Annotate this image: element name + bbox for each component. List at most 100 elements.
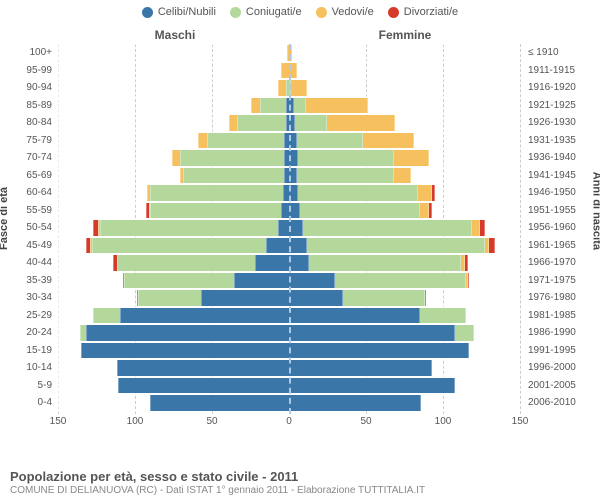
bar-female <box>289 185 435 201</box>
chart-title: Popolazione per età, sesso e stato civil… <box>10 469 590 484</box>
bar-female <box>289 168 411 184</box>
bar-female <box>289 220 485 236</box>
bar-segment <box>198 133 207 149</box>
y-left-label: 40-44 <box>26 254 52 272</box>
y-right-label: 1981-1985 <box>528 307 576 325</box>
bar-segment <box>234 273 289 289</box>
bar-female <box>289 98 368 114</box>
y-left-label: 25-29 <box>26 307 52 325</box>
bar-male <box>86 238 289 254</box>
y-right-label: 1991-1995 <box>528 342 576 360</box>
legend-item: Celibi/Nubili <box>142 6 216 18</box>
bar-segment <box>363 133 414 149</box>
bar-segment <box>327 115 395 131</box>
bar-segment <box>138 290 201 306</box>
bar-segment <box>335 273 466 289</box>
y-left-label: 85-89 <box>26 97 52 115</box>
bar-segment <box>289 360 432 376</box>
bar-segment <box>298 185 418 201</box>
x-axis: 15010050050100150 <box>58 414 520 432</box>
x-tick-label: 150 <box>512 416 529 427</box>
y-left-label: 30-34 <box>26 289 52 307</box>
bar-male <box>113 255 289 271</box>
bar-segment <box>480 220 485 236</box>
bar-female <box>289 203 432 219</box>
x-tick-label: 100 <box>127 416 144 427</box>
bar-segment <box>117 360 289 376</box>
bar-segment <box>100 220 279 236</box>
y-axis-title-right: Anni di nascita <box>590 172 600 250</box>
bar-segment <box>291 80 308 96</box>
center-divider <box>289 44 291 414</box>
bar-male <box>150 395 289 411</box>
y-right-label: 1976-1980 <box>528 289 576 307</box>
y-right-label: 1911-1915 <box>528 62 575 80</box>
bar-segment <box>289 255 309 271</box>
legend-label: Celibi/Nubili <box>158 6 216 18</box>
bar-segment <box>86 325 289 341</box>
y-left-label: 5-9 <box>38 377 52 395</box>
legend-dot-icon <box>316 7 327 18</box>
bar-segment <box>307 238 484 254</box>
y-right-label: 1921-1925 <box>528 97 576 115</box>
bar-segment <box>180 150 285 166</box>
legend-item: Divorziati/e <box>388 6 458 18</box>
chart-plot: 15010050050100150 <box>58 44 520 432</box>
bar-segment <box>429 203 432 219</box>
bar-segment <box>472 220 480 236</box>
bar-segment <box>297 168 394 184</box>
bar-segment <box>306 98 368 114</box>
y-right-label: 1931-1935 <box>528 132 576 150</box>
legend-dot-icon <box>230 7 241 18</box>
bar-segment <box>289 395 421 411</box>
bar-segment <box>295 115 327 131</box>
bar-segment <box>418 185 432 201</box>
y-right-label: 1946-1950 <box>528 184 576 202</box>
y-left-label: 55-59 <box>26 202 52 220</box>
bar-segment <box>289 343 469 359</box>
y-right-label: 1966-1970 <box>528 254 576 272</box>
bar-female <box>289 133 414 149</box>
y-right-label: 1916-1920 <box>528 79 576 97</box>
legend-item: Coniugati/e <box>230 6 302 18</box>
y-axis-title-left: Fasce di età <box>0 187 10 250</box>
bar-segment <box>309 255 461 271</box>
bar-female <box>289 290 426 306</box>
bar-segment <box>465 255 468 271</box>
y-right-label: 2001-2005 <box>528 377 576 395</box>
y-right-label: ≤ 1910 <box>528 44 559 62</box>
bar-segment <box>432 185 435 201</box>
y-left-label: 70-74 <box>26 149 52 167</box>
bar-female <box>289 343 469 359</box>
bar-segment <box>251 98 260 114</box>
bar-segment <box>278 80 286 96</box>
y-left-label: 90-94 <box>26 79 52 97</box>
bar-segment <box>150 203 281 219</box>
y-left-label: 50-54 <box>26 219 52 237</box>
bar-segment <box>425 290 427 306</box>
y-right-label: 1971-1975 <box>528 272 576 290</box>
bar-male <box>180 168 289 184</box>
x-tick-label: 0 <box>286 416 292 427</box>
bar-segment <box>92 238 266 254</box>
y-left-label: 80-84 <box>26 114 52 132</box>
y-left-label: 65-69 <box>26 167 52 185</box>
legend-item: Vedovi/e <box>316 6 374 18</box>
bar-female <box>289 80 307 96</box>
bar-segment <box>150 185 282 201</box>
bar-male <box>118 378 289 394</box>
bar-male <box>93 308 289 324</box>
bar-segment <box>420 203 429 219</box>
bar-segment <box>489 238 495 254</box>
y-left-label: 35-39 <box>26 272 52 290</box>
bar-segment <box>343 290 425 306</box>
y-right-label: 1961-1965 <box>528 237 576 255</box>
bar-segment <box>289 308 420 324</box>
bar-segment <box>201 290 289 306</box>
y-right-label: 1926-1930 <box>528 114 576 132</box>
y-left-label: 15-19 <box>26 342 52 360</box>
bar-male <box>198 133 289 149</box>
legend-dot-icon <box>388 7 399 18</box>
bar-segment <box>120 308 289 324</box>
bar-segment <box>468 273 470 289</box>
